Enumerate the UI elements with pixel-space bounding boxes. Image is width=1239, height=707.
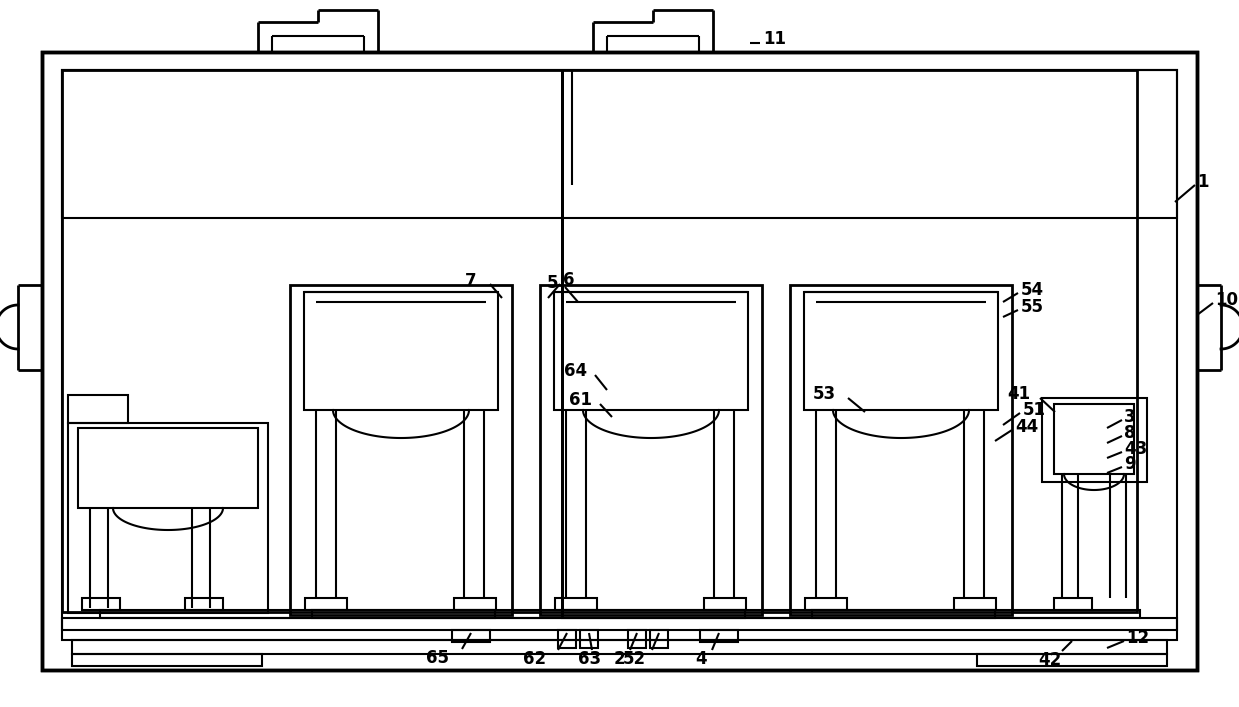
Bar	[453, 598, 496, 610]
Bar	[100, 610, 1140, 618]
Text: 61: 61	[569, 391, 592, 409]
Bar	[804, 292, 997, 410]
Bar	[62, 70, 563, 612]
Bar	[790, 285, 1012, 615]
Text: 53: 53	[813, 385, 836, 403]
Text: 43: 43	[1124, 440, 1147, 458]
Bar	[62, 618, 1177, 640]
Bar	[290, 285, 512, 615]
Bar	[68, 395, 128, 423]
Text: 62: 62	[523, 650, 546, 668]
Bar	[563, 610, 745, 618]
Text: 6: 6	[563, 271, 575, 289]
Text: 64: 64	[564, 362, 587, 380]
Text: 63: 63	[579, 650, 602, 668]
Text: 7: 7	[466, 272, 477, 290]
Text: 51: 51	[1023, 401, 1046, 419]
Bar	[82, 598, 120, 610]
Text: 10: 10	[1215, 291, 1238, 309]
Bar	[62, 70, 1177, 630]
Bar	[700, 630, 738, 642]
Text: 2: 2	[613, 650, 624, 668]
Bar	[1054, 598, 1092, 610]
Bar	[452, 630, 489, 642]
Bar	[580, 630, 598, 648]
Bar	[558, 630, 576, 648]
Bar	[563, 70, 1137, 612]
Text: 9: 9	[1124, 455, 1136, 473]
Bar	[954, 598, 996, 610]
Bar	[42, 52, 1197, 670]
Bar	[185, 598, 223, 610]
Bar	[1042, 398, 1147, 482]
Bar	[704, 598, 746, 610]
Text: 5: 5	[546, 274, 558, 292]
Text: 44: 44	[1015, 418, 1038, 436]
Bar	[555, 598, 597, 610]
Bar	[554, 292, 748, 410]
Text: 4: 4	[695, 650, 707, 668]
Bar	[78, 428, 258, 508]
Bar	[312, 610, 496, 618]
Bar	[72, 640, 1167, 654]
Text: 41: 41	[1007, 385, 1030, 403]
Bar	[628, 630, 646, 648]
Bar	[68, 423, 268, 613]
Text: 55: 55	[1021, 298, 1044, 316]
Bar	[540, 285, 762, 615]
Text: 12: 12	[1126, 629, 1149, 647]
Text: 8: 8	[1124, 424, 1135, 442]
Bar	[812, 610, 995, 618]
Bar	[62, 70, 1177, 218]
Text: 1: 1	[1197, 173, 1208, 191]
Bar	[42, 52, 1197, 670]
Bar	[72, 654, 261, 666]
Bar	[305, 598, 347, 610]
Text: 11: 11	[763, 30, 786, 48]
Bar	[650, 630, 668, 648]
Bar	[1054, 404, 1134, 474]
Text: 65: 65	[426, 649, 449, 667]
Text: 42: 42	[1038, 651, 1062, 669]
Bar	[805, 598, 847, 610]
Text: 3: 3	[1124, 408, 1136, 426]
Text: 54: 54	[1021, 281, 1044, 299]
Bar	[978, 654, 1167, 666]
Text: 52: 52	[623, 650, 646, 668]
Bar	[304, 292, 498, 410]
